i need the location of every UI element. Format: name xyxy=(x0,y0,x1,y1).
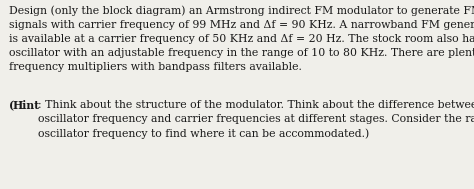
Text: (: ( xyxy=(9,100,14,111)
Text: : Think about the structure of the modulator. Think about the difference between: : Think about the structure of the modul… xyxy=(38,100,474,139)
Text: Design (only the block diagram) an Armstrong indirect FM modulator to generate F: Design (only the block diagram) an Armst… xyxy=(9,6,474,72)
Text: Hint: Hint xyxy=(13,100,40,111)
